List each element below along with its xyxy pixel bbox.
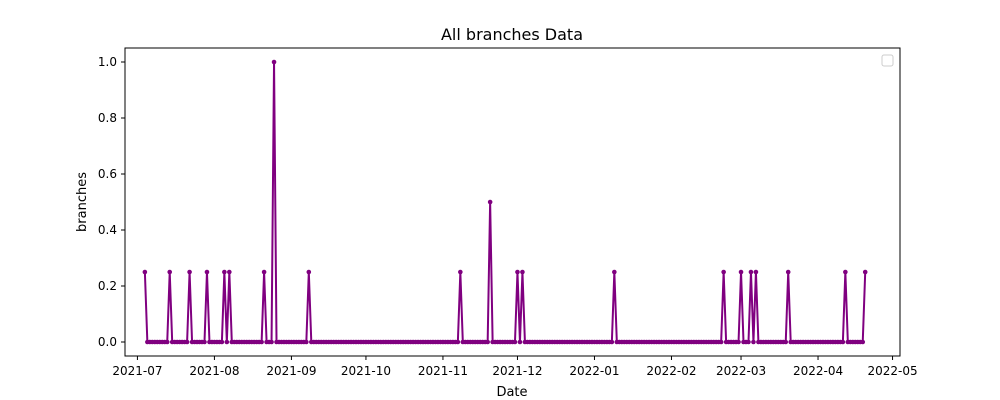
y-tick-label: 0.4 — [98, 223, 117, 237]
y-tick-label: 1.0 — [98, 55, 117, 69]
data-point — [142, 269, 148, 275]
data-point — [520, 269, 525, 275]
data-point — [222, 269, 227, 275]
data-point — [458, 269, 463, 275]
x-tick-label: 2021-12 — [492, 364, 542, 378]
data-point — [721, 269, 726, 275]
x-tick-label: 2021-09 — [266, 364, 316, 378]
x-tick-label: 2021-07 — [112, 364, 162, 378]
data-point — [746, 339, 751, 345]
x-tick-label: 2022-02 — [646, 364, 696, 378]
data-point — [843, 269, 848, 275]
data-point — [736, 339, 741, 345]
plot-area — [125, 48, 900, 356]
data-point — [224, 339, 230, 345]
y-tick-label: 0.8 — [98, 111, 117, 125]
data-point — [517, 339, 523, 345]
y-axis: 0.0 0.2 0.4 0.6 0.8 1.0 — [98, 55, 125, 349]
x-tick-label: 2021-10 — [341, 364, 391, 378]
chart-title: All branches Data — [441, 25, 583, 44]
series-points — [142, 59, 868, 345]
data-point — [271, 59, 277, 65]
data-point — [164, 339, 170, 345]
data-point — [487, 199, 493, 205]
legend-box — [881, 54, 894, 67]
data-point — [785, 269, 791, 275]
x-tick-label: 2022-01 — [569, 364, 619, 378]
data-point — [184, 339, 190, 345]
data-point — [783, 339, 789, 345]
y-tick-label: 0.2 — [98, 279, 117, 293]
data-point — [862, 269, 868, 275]
x-tick-label: 2021-08 — [189, 364, 239, 378]
data-point — [227, 269, 232, 275]
data-point — [202, 339, 207, 345]
data-point — [261, 269, 267, 275]
x-tick-label: 2022-05 — [867, 364, 917, 378]
data-point — [512, 339, 518, 345]
data-point — [860, 339, 866, 345]
data-point — [259, 339, 264, 345]
y-tick-label: 0.0 — [98, 335, 117, 349]
data-point — [306, 269, 312, 275]
y-axis-label: branches — [75, 172, 90, 232]
data-point — [609, 339, 615, 345]
data-point — [751, 339, 756, 345]
x-axis: 2021-07 2021-08 2021-09 2021-10 2021-11 2021-… — [112, 356, 918, 378]
data-point — [738, 269, 744, 275]
y-tick-label: 0.6 — [98, 167, 117, 181]
data-point — [515, 269, 520, 275]
data-point — [219, 339, 225, 345]
x-axis-label: Date — [496, 385, 527, 400]
x-tick-label: 2022-03 — [716, 364, 766, 378]
data-point — [269, 339, 274, 345]
data-point — [612, 269, 617, 275]
data-point — [748, 269, 754, 275]
data-point — [304, 339, 309, 345]
x-tick-label: 2021-11 — [418, 364, 468, 378]
data-point — [455, 339, 461, 345]
data-point — [167, 269, 173, 275]
data-point — [204, 269, 210, 275]
x-tick-label: 2022-04 — [793, 364, 843, 378]
data-point — [840, 339, 846, 345]
data-point — [485, 339, 490, 345]
data-point — [187, 269, 192, 275]
data-point — [718, 339, 724, 345]
plot-frame — [124, 47, 901, 357]
data-point — [753, 269, 759, 275]
